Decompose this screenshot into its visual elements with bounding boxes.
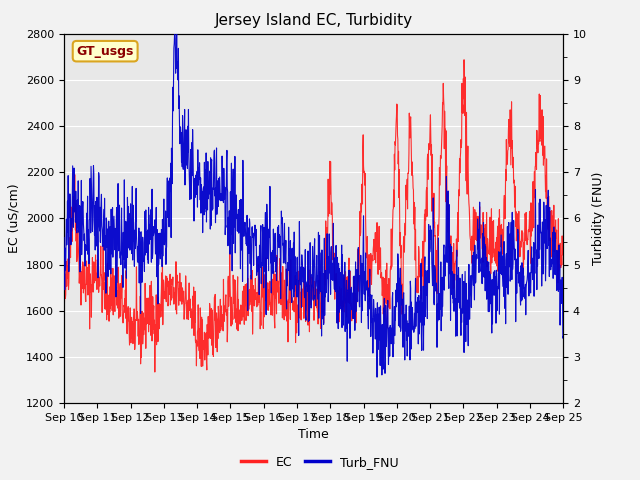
Y-axis label: EC (uS/cm): EC (uS/cm) (8, 183, 20, 253)
Text: GT_usgs: GT_usgs (77, 45, 134, 58)
Title: Jersey Island EC, Turbidity: Jersey Island EC, Turbidity (214, 13, 413, 28)
X-axis label: Time: Time (298, 429, 329, 442)
Legend: EC, Turb_FNU: EC, Turb_FNU (236, 451, 404, 474)
Y-axis label: Turbidity (FNU): Turbidity (FNU) (593, 172, 605, 265)
